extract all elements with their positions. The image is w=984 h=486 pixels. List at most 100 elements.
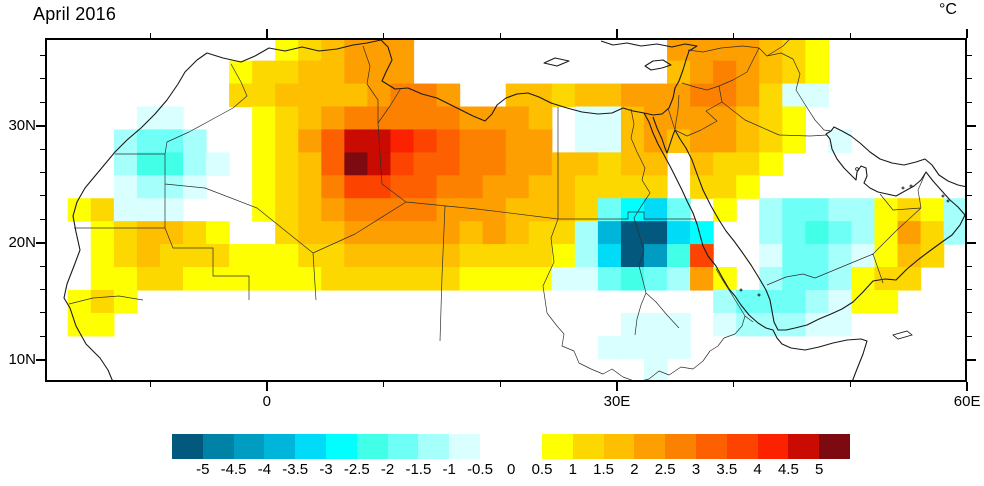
anomaly-cell [828,198,853,222]
anomaly-cell [644,152,668,176]
anomaly-cell [67,289,92,314]
anomaly-cell [252,152,276,176]
anomaly-cell [597,267,622,291]
anomaly-cell [690,267,714,291]
anomaly-cell [713,129,737,153]
y-axis-tick-label: 20N [8,233,36,251]
anomaly-cell [597,198,622,222]
anomaly-cell [159,152,184,176]
colorbar-tick-label: -5 [196,461,210,478]
anomaly-cell [851,221,876,245]
x-axis-major-tick [616,382,618,391]
anomaly-cell [90,198,115,222]
anomaly-cell [620,244,645,268]
anomaly-cell [782,106,806,131]
anomaly-cell [759,267,783,291]
anomaly-cell [874,289,899,314]
anomaly-cell [551,83,576,108]
anomaly-cell [436,221,461,245]
islands-path [739,167,950,340]
anomaly-cell [367,198,392,222]
anomaly-cell [759,289,783,314]
anomaly-cell [344,60,368,85]
anomaly-cell [805,267,829,291]
y-axis-minor-tick [40,195,45,197]
colorbar-tick-label: 0 [507,461,516,478]
anomaly-cell [574,198,599,222]
anomaly-cell [252,106,276,131]
anomaly-cell [736,60,760,85]
anomaly-cell [159,129,184,153]
anomaly-cell [713,83,737,108]
anomaly-cell [574,221,599,245]
anomaly-cell [390,152,415,176]
anomaly-cell [436,106,461,131]
colorbar-warm-cell [542,434,574,459]
anomaly-cell [459,129,484,153]
anomaly-cell [136,175,161,199]
anomaly-cell [298,60,322,85]
country-borders-path [68,37,927,383]
x-axis-minor-tick [849,33,851,38]
anomaly-cell [413,106,438,131]
plot-frame [45,38,967,382]
colorbar-tick-label: -1.5 [405,461,432,478]
colorbar-tick-label: -0.5 [467,461,493,478]
x-axis-major-tick [265,29,268,38]
y-axis-minor-tick [967,101,972,103]
anomaly-cell [759,83,783,108]
anomaly-cell [390,83,415,108]
colorbar-tick-label: 0.5 [531,461,553,478]
anomaly-cell [390,198,415,222]
anomaly-cell [551,267,576,291]
anomaly-cell [390,267,415,291]
colorbar-warm-cell [757,434,789,459]
anomaly-map [45,37,968,383]
colorbar-tick-label: -2.5 [343,461,370,478]
anomaly-cell [390,60,415,85]
anomaly-cell [713,267,737,291]
colorbar-tick-label: 2 [630,461,639,478]
anomaly-cell [690,244,714,268]
anomaly-cell [113,152,138,176]
x-axis-minor-tick [499,382,501,387]
anomaly-cell [713,152,737,176]
anomaly-cell [574,244,599,268]
anomaly-cell [436,152,461,176]
anomaly-cell [459,267,484,291]
anomaly-cell [482,106,507,131]
anomaly-cell [644,244,668,268]
y-axis-minor-tick [40,312,45,314]
anomaly-cell [690,221,714,245]
anomaly-cell [574,175,599,199]
anomaly-cell [390,37,415,62]
x-axis-tick-label: 0 [262,393,271,410]
anomaly-cell [574,267,599,291]
anomaly-cell [805,289,829,314]
anomaly-cell [874,198,899,222]
anomaly-cell [275,60,299,85]
anomaly-cell [390,106,415,131]
anomaly-cell [275,83,299,108]
anomaly-cell [690,37,714,62]
anomaly-cell [690,83,714,108]
anomaly-cell [505,83,530,108]
anomaly-cell [759,244,783,268]
anomaly-cell [828,312,853,337]
anomaly-cell [275,152,299,176]
anomaly-cell [90,267,115,291]
y-axis-minor-tick [40,148,45,150]
anomaly-cell [505,244,530,268]
anomaly-cell [413,221,438,245]
anomaly-cell [782,289,806,314]
anomaly-cell [505,267,530,291]
colorbar-cold-cell [449,434,481,459]
anomaly-cell [551,175,576,199]
anomaly-cell [252,244,276,268]
anomaly-cell [920,221,945,245]
anomaly-cell [482,152,507,176]
anomaly-cell [136,152,161,176]
anomaly-cell [344,129,368,153]
anomaly-cell [736,312,760,337]
anomaly-cell [159,198,184,222]
